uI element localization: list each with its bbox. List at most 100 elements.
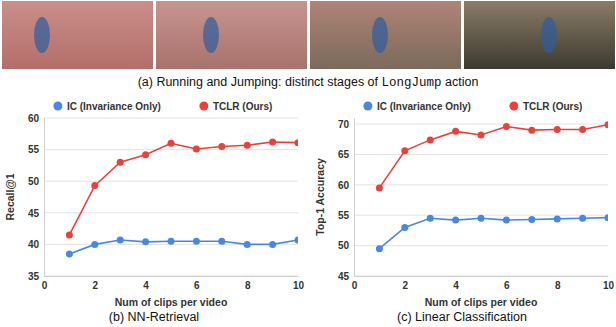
- tick-label: 10: [603, 280, 615, 291]
- plot-area: [66, 139, 298, 258]
- data-point: [376, 245, 383, 252]
- data-point: [376, 184, 383, 191]
- photo-figure: [34, 17, 50, 53]
- data-point: [554, 126, 561, 133]
- data-point: [605, 214, 609, 221]
- legend-label: TCLR (Ours): [213, 101, 272, 112]
- tick: 55: [338, 210, 354, 221]
- data-point: [528, 216, 535, 223]
- tick: 65: [338, 149, 354, 160]
- tick: 2: [403, 276, 409, 291]
- legend: IC (Invariance Only) TCLR (Ours): [363, 101, 582, 112]
- tick-label: 50: [338, 240, 350, 251]
- data-point: [193, 238, 200, 245]
- tick: 50: [338, 240, 354, 251]
- tick: 8: [555, 276, 561, 291]
- legend-marker: [199, 102, 208, 111]
- data-point: [452, 128, 459, 135]
- legend-label: TCLR (Ours): [523, 101, 582, 112]
- grid-line: [44, 149, 298, 150]
- tick: 10: [293, 276, 305, 291]
- grid-line: [44, 276, 298, 277]
- photo: [2, 1, 153, 69]
- axis-line: [355, 276, 609, 277]
- tick-label: 60: [338, 180, 350, 191]
- legend-label: IC (Invariance Only): [377, 101, 471, 112]
- grid-line: [44, 118, 298, 119]
- tick: 10: [603, 276, 615, 291]
- data-point: [452, 217, 459, 224]
- axis-line: [44, 119, 45, 277]
- data-point: [478, 215, 485, 222]
- data-point: [193, 145, 200, 152]
- data-point: [528, 127, 535, 134]
- tick: 40: [28, 239, 44, 250]
- tick-label: 55: [28, 144, 40, 155]
- tick: 6: [504, 276, 510, 291]
- data-point: [66, 231, 73, 238]
- tick: 0: [42, 276, 48, 291]
- photo-figure: [203, 17, 219, 53]
- data-point: [427, 215, 434, 222]
- tick-label: 40: [28, 239, 40, 250]
- tick: 8: [245, 276, 251, 291]
- tick-label: 8: [245, 280, 251, 291]
- grid-line: [354, 276, 608, 277]
- data-point: [218, 238, 225, 245]
- tick-label: 0: [352, 280, 358, 291]
- grid-line: [354, 154, 608, 155]
- tick: 60: [28, 113, 44, 124]
- data-point: [295, 236, 299, 243]
- photo-figure: [372, 17, 388, 53]
- x-axis-title: Num of clips per video: [115, 296, 228, 308]
- tick: 2: [93, 276, 99, 291]
- grid-line: [354, 124, 608, 125]
- y-axis-title: Recall@1: [4, 173, 16, 220]
- tick-label: 10: [293, 280, 305, 291]
- tick-label: 4: [453, 280, 459, 291]
- caption: (a) Running and Jumping: distinct stages…: [138, 75, 479, 90]
- data-point: [554, 215, 561, 222]
- x-axis-title: Num of clips per video: [425, 296, 538, 308]
- photo: [156, 1, 307, 69]
- axis-line: [354, 119, 355, 277]
- grid-line: [44, 181, 298, 182]
- legend-label: IC (Invariance Only): [67, 101, 161, 112]
- x-axis: 0246810: [42, 276, 305, 291]
- data-point: [579, 126, 586, 133]
- tick-label: 6: [504, 280, 510, 291]
- tick: 45: [28, 208, 44, 219]
- series-line: [379, 218, 608, 249]
- tick-label: 50: [28, 176, 40, 187]
- tick: 4: [143, 276, 149, 291]
- chart-title: (b) NN-Retrieval: [109, 310, 199, 324]
- tick-label: 65: [338, 149, 350, 160]
- legend-marker: [363, 102, 372, 111]
- tick-label: 60: [28, 113, 40, 124]
- tick-label: 2: [403, 280, 409, 291]
- data-point: [401, 224, 408, 231]
- data-point: [605, 121, 609, 128]
- tick-label: 70: [338, 119, 350, 130]
- data-point: [427, 136, 434, 143]
- data-point: [168, 238, 175, 245]
- tick: 4: [453, 276, 459, 291]
- data-point: [295, 139, 299, 146]
- grid-line: [354, 184, 608, 185]
- data-point: [244, 142, 251, 149]
- data-point: [117, 236, 124, 243]
- tick: 0: [352, 276, 358, 291]
- series-line: [69, 142, 298, 235]
- figure: (a) Running and Jumping: distinct stages…: [0, 0, 616, 327]
- y-axis: 455055606570: [338, 119, 355, 282]
- tick-label: 8: [555, 280, 561, 291]
- y-axis: 354045505560: [28, 113, 45, 282]
- series-line: [69, 240, 298, 254]
- photo: [310, 1, 461, 69]
- data-point: [91, 182, 98, 189]
- data-point: [503, 123, 510, 130]
- y-axis-title: Top-1 Accuracy: [314, 158, 326, 236]
- chart: 3540455055600246810Num of clips per vide…: [4, 101, 304, 325]
- photo: [464, 1, 615, 69]
- data-point: [269, 139, 276, 146]
